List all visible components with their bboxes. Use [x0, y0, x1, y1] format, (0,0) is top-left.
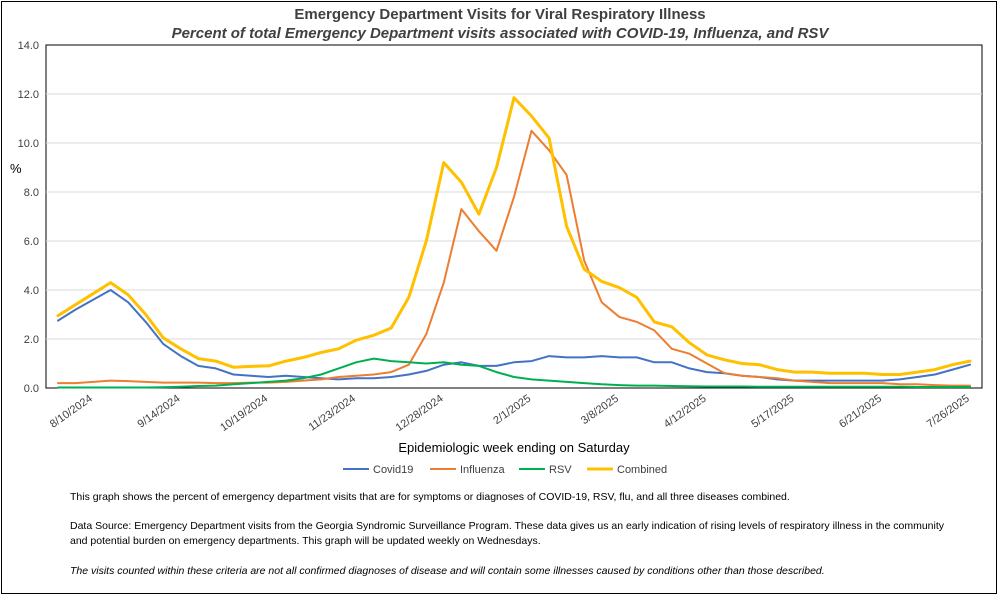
note-data-source: Data Source: Emergency Department visits…: [70, 520, 945, 547]
legend-label: Influenza: [460, 464, 506, 476]
x-axis-title: Epidemiologic week ending on Saturday: [398, 440, 630, 455]
x-tick-label: 9/14/2024: [136, 393, 183, 431]
x-tick-label: 3/8/2025: [579, 393, 621, 427]
x-tick-label: 12/28/2024: [394, 393, 446, 434]
x-tick-label: 7/26/2025: [925, 393, 972, 431]
legend-item-combined: Combined: [587, 464, 667, 476]
chart-subtitle: Percent of total Emergency Department vi…: [171, 25, 829, 42]
x-tick-label: 6/21/2025: [837, 393, 884, 431]
series-line-combined: [56, 96, 972, 376]
x-tick-label: 8/10/2024: [48, 393, 95, 431]
note-disclaimer: The visits counted within these criteria…: [70, 565, 825, 577]
legend-item-rsv: RSV: [519, 464, 572, 476]
y-tick-label: 4.0: [24, 285, 39, 297]
series-line-influenza: [57, 129, 971, 387]
x-tick-label: 4/12/2025: [662, 393, 709, 431]
x-tick-label: 10/19/2024: [218, 393, 270, 434]
chart-title: Emergency Department Visits for Viral Re…: [294, 6, 706, 23]
legend-item-influenza: Influenza: [430, 464, 506, 476]
legend-label: RSV: [549, 464, 572, 476]
x-tick-label: 11/23/2024: [307, 393, 358, 434]
y-axis-label: %: [10, 161, 22, 176]
x-tick-label: 5/17/2025: [749, 393, 796, 431]
legend-item-covid19: Covid19: [343, 464, 413, 476]
series-line-rsv: [57, 357, 971, 389]
note-description: This graph shows the percent of emergenc…: [70, 491, 790, 503]
y-tick-label: 14.0: [18, 40, 39, 52]
legend-label: Covid19: [373, 464, 413, 476]
y-tick-label: 12.0: [18, 89, 39, 101]
series-line-covid19: [57, 289, 971, 382]
y-tick-label: 8.0: [24, 187, 39, 199]
legend-label: Combined: [617, 464, 667, 476]
x-tick-label: 2/1/2025: [491, 393, 533, 427]
chart-svg: 0.0 2.0 4.0 6.0 8.0 10.0 12.0 14.0 8/10/2024 9/14…: [18, 40, 983, 476]
y-tick-label: 2.0: [24, 334, 39, 346]
y-tick-label: 10.0: [18, 138, 39, 150]
y-tick-label: 0.0: [24, 383, 39, 395]
y-tick-label: 6.0: [24, 236, 39, 248]
